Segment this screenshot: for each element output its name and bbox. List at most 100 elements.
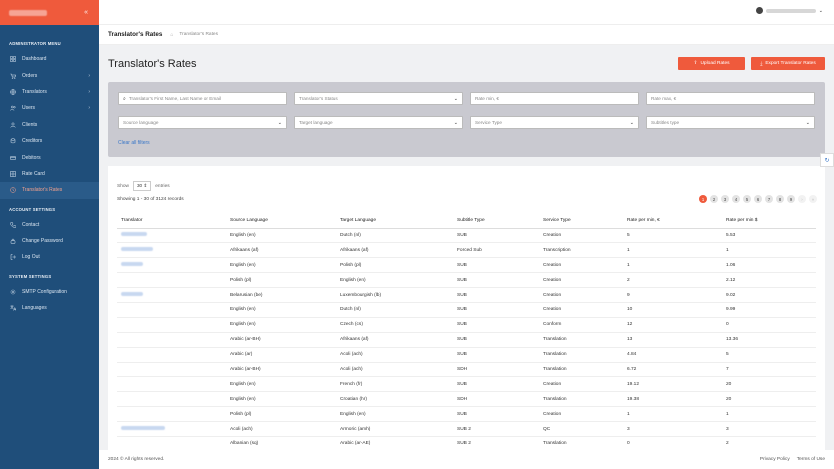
table-cell: Creation [539,228,623,244]
privacy-policy-link[interactable]: Privacy Policy [759,457,790,462]
system-settings-heading: SYSTEM SETTINGS [9,273,52,279]
sidebar-item-smtp-configuration[interactable]: SMTP Configuration [0,284,99,300]
table-cell: 1 [623,257,722,274]
table-row: English (en) Dutch (nl) SUB Creation 5 5.53 [117,228,816,244]
column-header[interactable]: Translator [117,213,226,229]
users-icon [9,105,16,112]
table-cell: Polish (pl) [336,257,453,274]
table-cell: SUB [453,257,539,274]
page-button[interactable]: 1 [699,195,707,203]
download-icon: ⤓ [760,61,763,67]
page-button[interactable]: 2 [710,195,718,203]
page-button[interactable]: › [798,195,806,203]
table-cell: Translation [539,332,623,348]
table-cell: 20 [722,376,816,393]
column-header[interactable]: Target Language [336,213,453,229]
logo[interactable] [9,9,47,16]
rate-max-input[interactable]: Rate max, € [646,92,815,105]
table-cell: SUB [453,347,539,363]
home-icon[interactable]: ⌂ [170,31,174,38]
export-rates-button[interactable]: ⤓ Export Translator Rates [751,57,825,70]
topbar: ⌄ [99,0,834,25]
chevron-down-icon: ⌄ [805,119,810,126]
sidebar-item-dashboard[interactable]: Dashboard [0,51,99,67]
table-cell: Creation [539,376,623,393]
sidebar-item-contact[interactable]: Contact [0,217,99,233]
page-size-select[interactable]: 30 ⇕ [133,181,152,191]
search-input[interactable]: ⌕ Translator's First Name, Last Name or … [118,92,287,105]
upload-rates-label: Upload Rates [700,61,730,66]
table-cell: Dutch (nl) [336,302,453,318]
table-cell: Creation [539,287,623,303]
sidebar-item-label: Log Out [22,254,40,261]
page-button[interactable]: 9 [787,195,795,203]
page-button[interactable]: 6 [754,195,762,203]
table-cell: 2 [623,272,722,289]
table-header-row: Translator Source Language Target Language… [117,213,816,229]
translator-name-redacted[interactable] [121,292,143,296]
service-type-select[interactable]: Service Type ⌄ [470,116,639,129]
table-cell: Polish (pl) [226,406,336,423]
source-language-select[interactable]: Source language ⌄ [118,116,287,129]
target-language-label: Target language [299,120,333,125]
sidebar-item-change-password[interactable]: Change Password [0,233,99,249]
translator-name-redacted[interactable] [121,247,153,252]
upload-rates-button[interactable]: ⇪ Upload Rates [678,57,745,70]
user-menu[interactable]: ⌄ [755,7,823,14]
sidebar-item-label: Rate Card [22,170,45,177]
sidebar-item-users[interactable]: Users › [0,100,99,116]
status-select[interactable]: Translator's Status ⌄ [294,92,463,105]
breadcrumb[interactable]: Translator's Rates [179,32,218,37]
table-cell: Creation [539,257,623,274]
copyright: 2024 © All rights reserved. [108,457,165,462]
translator-name-redacted[interactable] [121,426,165,431]
page-header: Translator's Rates ⌂ Translator's Rates [99,25,834,45]
subtitles-type-select[interactable]: Subtitles type ⌄ [646,116,815,129]
entries-label: entries [155,183,170,189]
rate-min-input[interactable]: Rate min, € [470,92,639,105]
sidebar-item-translators[interactable]: Translators › [0,84,99,100]
table-cell: 1 [722,406,816,423]
terms-of-use-link[interactable]: Terms of Use [796,457,825,462]
column-header[interactable]: Subtitle Type [453,213,539,229]
page-button[interactable]: 7 [765,195,773,203]
sidebar-item-debitors[interactable]: Debitors [0,149,99,165]
page-button[interactable]: 8 [776,195,784,203]
page-button[interactable]: 3 [721,195,729,203]
target-language-select[interactable]: Target language ⌄ [294,116,463,129]
column-header[interactable]: Rate per min $ [722,213,816,229]
table-cell: 1.06 [722,257,816,274]
page-button[interactable]: 5 [743,195,751,203]
sidebar-item-orders[interactable]: Orders › [0,67,99,83]
translator-cell [117,391,226,408]
table-cell: Arabic (ar-BH) [226,332,336,348]
coins-icon [9,138,16,145]
admin-menu-heading: ADMINISTRATOR MENU [9,41,61,46]
sidebar-item-rate-card[interactable]: Rate Card [0,166,99,182]
sidebar-item-log-out[interactable]: Log Out [0,249,99,265]
column-header[interactable]: Source Language [226,213,336,229]
table-row: Albanian (sq) Arabic (ar-AE) SUB 2 Translat… [117,436,816,452]
table-cell: Creation [539,406,623,423]
sidebar-item-creditors[interactable]: Creditors [0,133,99,149]
table-cell: SUB [453,302,539,318]
table-cell: Afrikaans (af) [336,332,453,348]
sidebar-item-languages[interactable]: Languages [0,300,99,316]
table-cell: 1 [623,242,722,259]
sidebar-item-translator-s-rates[interactable]: Translator's Rates [0,182,99,199]
translator-name-redacted[interactable] [121,232,147,237]
column-header[interactable]: Rate per min, € [623,213,722,229]
page-button[interactable]: 4 [732,195,740,203]
refresh-icon[interactable]: ↻ [820,153,834,167]
sidebar-item-label: Languages [22,305,47,312]
table-cell: Dutch (nl) [336,228,453,244]
clear-filters-link[interactable]: Clear all filters [118,140,150,146]
collapse-sidebar-icon[interactable]: « [84,9,88,16]
translator-name-redacted[interactable] [121,262,143,267]
column-header[interactable]: Service Type [539,213,623,229]
table-cell: 4.84 [623,347,722,363]
table-cell: Creation [539,302,623,318]
table-cell: SUB 2 [453,421,539,437]
page-button[interactable]: » [809,195,817,203]
sidebar-item-clients[interactable]: Clients [0,117,99,133]
